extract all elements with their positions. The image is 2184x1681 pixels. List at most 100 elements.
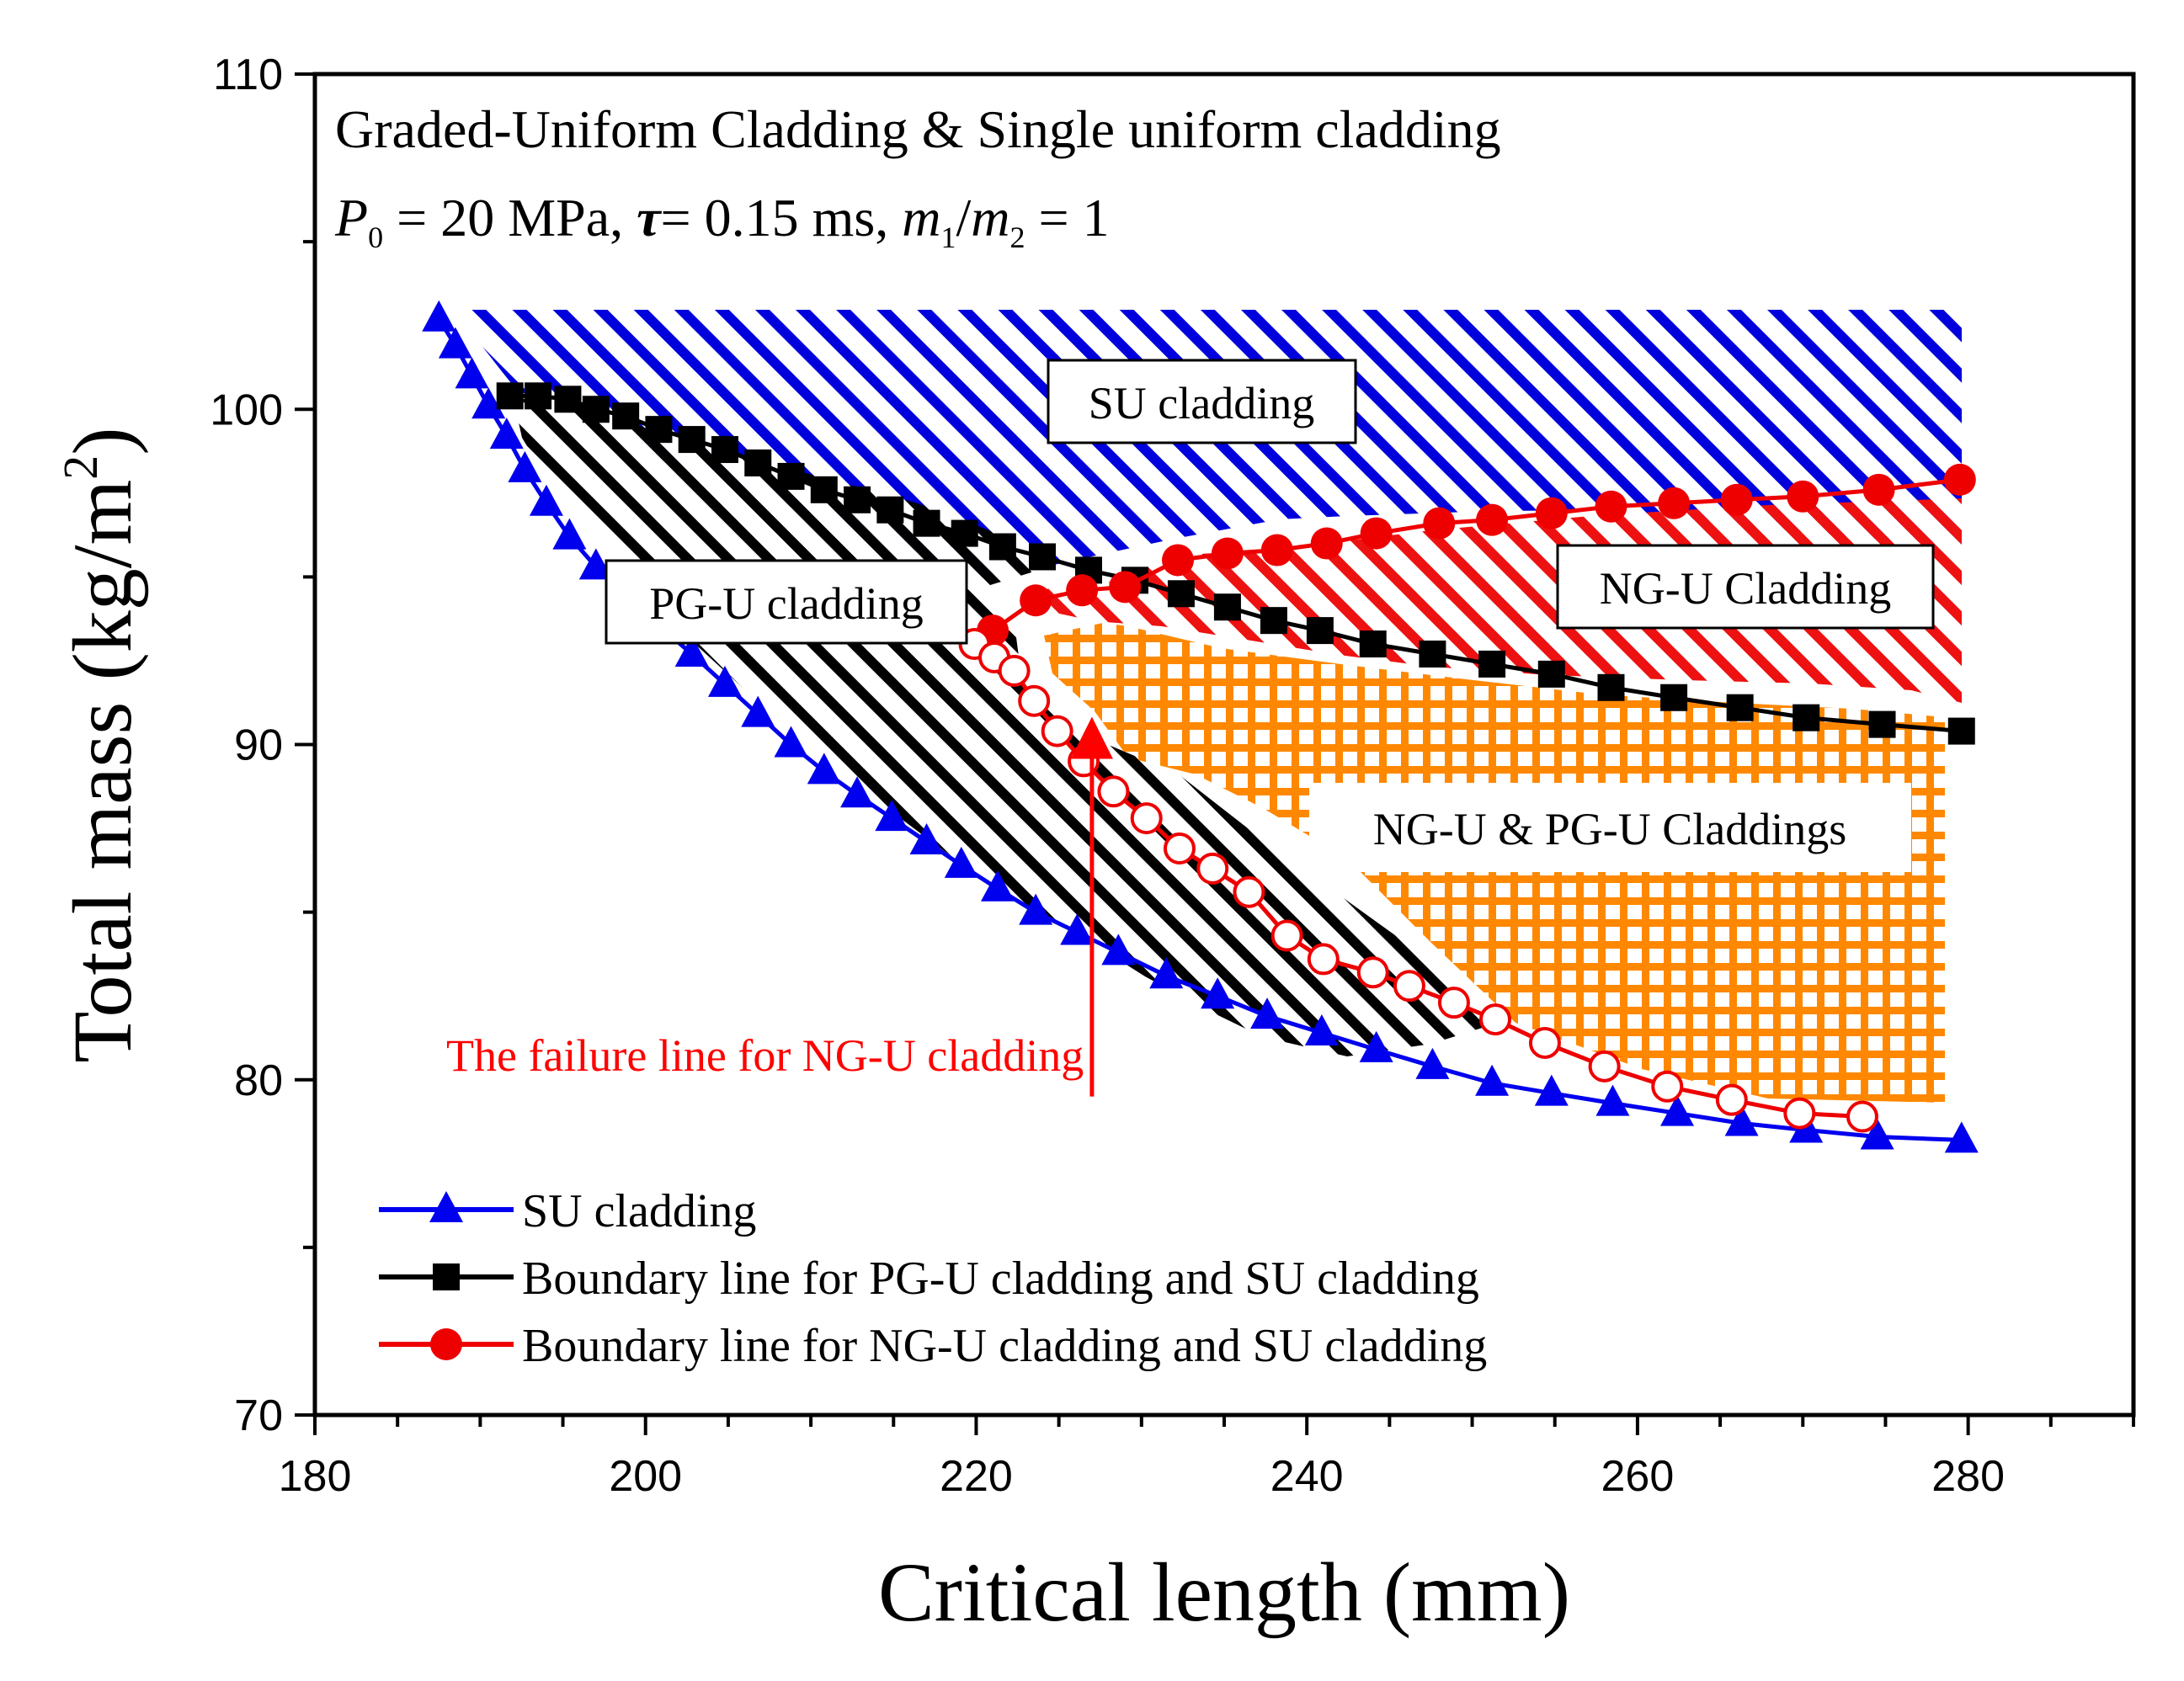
series-1 [496, 382, 1975, 745]
data-point [1020, 584, 1052, 617]
data-point [1658, 487, 1691, 519]
data-point [582, 396, 610, 423]
data-point [1476, 503, 1509, 536]
region-label-ng-u-pg-u: NG-U & PG-U Claddings [1309, 783, 1911, 872]
legend-item: Boundary line for PG-U cladding and SU c… [379, 1253, 1479, 1305]
data-point [1595, 490, 1627, 523]
y-axis: 70 80 90 100 110 [210, 51, 315, 1440]
legend-marker [430, 1328, 462, 1360]
legend-marker [433, 1263, 460, 1290]
x-tick-label: 280 [1931, 1452, 2005, 1501]
legend: SU cladding Boundary line for PG-U claddi… [379, 1185, 1487, 1372]
data-point [1097, 775, 1130, 808]
series-3 [958, 628, 1878, 1133]
data-point [1066, 574, 1099, 607]
data-point [951, 519, 978, 547]
data-point [1943, 463, 1976, 496]
y-axis-title: Total mass (kg/m2) [53, 427, 149, 1062]
data-point [1651, 1070, 1684, 1103]
data-point [1860, 1118, 1894, 1150]
data-point [744, 449, 772, 476]
data-point [1201, 977, 1235, 1009]
failure-line-annotation: The failure line for NG-U cladding [446, 1030, 1084, 1081]
data-point [944, 846, 978, 878]
data-point [1537, 660, 1565, 688]
y-tick-label: 110 [213, 51, 283, 99]
x-axis: 180 200 220 240 260 280 [279, 1415, 2135, 1501]
data-point [1862, 473, 1895, 506]
data-point [1597, 673, 1625, 701]
data-point [489, 418, 524, 450]
legend-label: Boundary line for PG-U cladding and SU c… [522, 1253, 1479, 1305]
data-point [1415, 1047, 1450, 1079]
data-point [1211, 537, 1244, 570]
y-tick-label: 80 [234, 1056, 283, 1105]
series-2 [977, 463, 1976, 647]
data-point [1306, 617, 1334, 645]
x-tick-label: 180 [279, 1452, 352, 1501]
data-point [529, 484, 563, 516]
legend-item: Boundary line for NG-U cladding and SU c… [379, 1320, 1487, 1372]
data-point [1944, 1121, 1979, 1153]
data-point [774, 726, 808, 758]
data-point [496, 382, 524, 410]
data-point [1475, 1064, 1510, 1096]
data-point [1233, 875, 1265, 908]
data-point [1724, 1104, 1759, 1136]
legend-label: Boundary line for NG-U cladding and SU c… [522, 1320, 1487, 1372]
data-point [1162, 544, 1195, 577]
data-point [1726, 694, 1754, 721]
data-point [1588, 1050, 1621, 1083]
data-point [1868, 710, 1896, 738]
data-point [913, 509, 940, 537]
data-point [1304, 1013, 1339, 1045]
data-point [525, 382, 552, 410]
data-point [1163, 832, 1196, 864]
data-point [711, 436, 738, 464]
data-point [678, 426, 706, 454]
data-point [810, 476, 838, 503]
data-point [1260, 534, 1293, 567]
data-point [1260, 607, 1287, 635]
y-tick-label: 100 [210, 386, 283, 434]
x-tick-label: 240 [1270, 1452, 1344, 1501]
data-point [1478, 650, 1506, 678]
data-point [875, 800, 909, 832]
data-point [1359, 1030, 1393, 1062]
region-label-su-text: SU cladding [1089, 378, 1314, 428]
data-point [777, 462, 805, 490]
data-point [1783, 1097, 1816, 1130]
data-point [707, 665, 742, 697]
data-point [1947, 717, 1975, 745]
data-point [988, 533, 1016, 561]
plot-title-line2: P0 = 20 MPa, τ= 0.15 ms, m1/m2 = 1 [334, 188, 1110, 254]
data-point [554, 386, 582, 413]
series-layer [422, 300, 1979, 1153]
data-point [1130, 802, 1163, 835]
data-point [1196, 852, 1229, 885]
data-point [1310, 527, 1343, 560]
data-point [1250, 997, 1285, 1029]
data-point [1018, 684, 1051, 717]
legend-label: SU cladding [522, 1185, 756, 1237]
data-point [1149, 957, 1184, 989]
data-point [1041, 715, 1073, 747]
x-tick-label: 200 [609, 1452, 682, 1501]
data-point [1307, 943, 1340, 976]
data-point [455, 357, 489, 389]
data-point [1660, 684, 1688, 711]
data-point [1720, 483, 1753, 516]
y-tick-label: 70 [234, 1391, 283, 1440]
data-point [1534, 1074, 1569, 1106]
data-point [909, 822, 944, 854]
data-point [1419, 640, 1446, 668]
data-point [980, 870, 1015, 902]
region-label-pg-u-text: PG-U cladding [649, 578, 923, 629]
data-point [1479, 1003, 1512, 1036]
y-tick-label: 90 [234, 721, 283, 770]
data-point [1356, 956, 1389, 989]
data-point [578, 548, 613, 580]
data-point [471, 387, 506, 419]
data-point [1167, 580, 1195, 608]
legend-marker [429, 1191, 463, 1222]
